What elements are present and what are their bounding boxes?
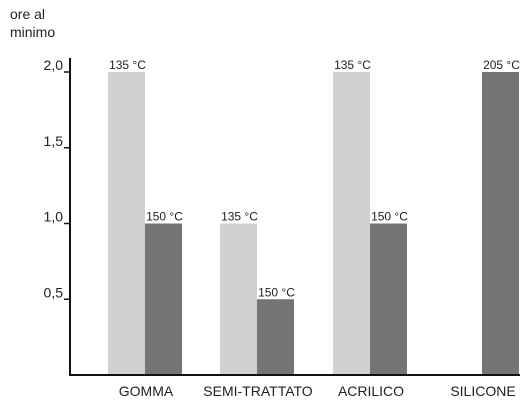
y-axis-label-line-2: minimo — [10, 24, 56, 40]
bar-label-2: 135 °C — [221, 210, 258, 224]
bar-5 — [370, 223, 407, 375]
bar-6 — [482, 72, 519, 375]
bar-3 — [257, 299, 294, 375]
bar-2 — [220, 223, 257, 375]
bar-4 — [333, 72, 370, 375]
bar-label-1: 150 °C — [146, 210, 183, 224]
x-tick-label-3: SILICONE — [450, 383, 515, 399]
bar-1 — [145, 223, 182, 375]
x-tick-label-0: GOMMA — [119, 383, 174, 399]
bar-label-4: 135 °C — [334, 58, 371, 72]
y-tick-label-3: 2,0 — [44, 57, 64, 73]
bar-0 — [108, 72, 145, 375]
bar-label-5: 150 °C — [371, 210, 408, 224]
bar-label-0: 135 °C — [109, 58, 146, 72]
x-tick-label-2: ACRILICO — [338, 383, 404, 399]
y-tick-label-0: 0,5 — [44, 284, 64, 300]
y-axis-label-line-1: ore al — [10, 6, 46, 22]
bar-label-3: 150 °C — [258, 285, 295, 299]
y-tick-label-1: 1,0 — [44, 209, 64, 225]
bar-label-6: 205 °C — [483, 58, 520, 72]
y-tick-label-2: 1,5 — [44, 133, 64, 149]
x-tick-label-1: SEMI-TRATTATO — [203, 383, 313, 399]
